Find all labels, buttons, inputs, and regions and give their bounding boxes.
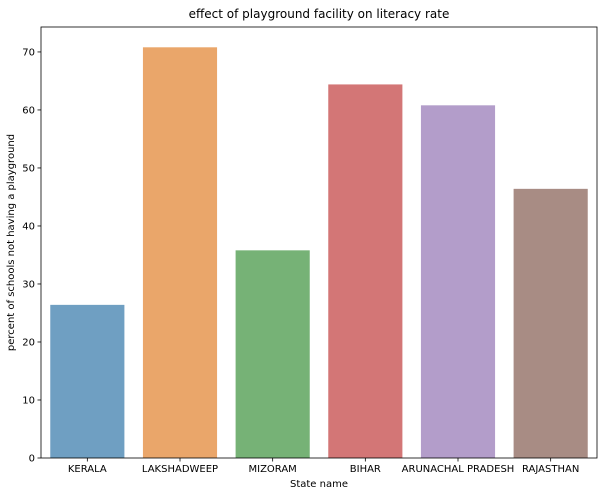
y-tick-label: 40 (22, 221, 35, 232)
y-tick-label: 50 (22, 163, 35, 174)
bar-bihar (328, 84, 403, 459)
y-axis-ticks: 0 10 20 30 40 50 60 70 (22, 47, 41, 465)
x-tick-label: KERALA (68, 464, 107, 475)
y-tick-label: 60 (22, 105, 35, 116)
bar-mizoram (235, 250, 310, 458)
y-tick-label: 0 (29, 454, 35, 465)
bars-group (50, 47, 588, 459)
x-axis-label: State name (290, 479, 348, 490)
axes-frame (40, 26, 598, 459)
y-axis-label: percent of schools not having a playgrou… (6, 134, 17, 351)
x-tick-label: RAJASTHAN (522, 464, 579, 475)
x-tick-label: LAKSHADWEEP (142, 464, 218, 475)
bar-arunachal-pradesh (420, 105, 496, 458)
bar-kerala (50, 304, 125, 458)
bar-lakshadweep (142, 47, 218, 458)
y-tick-label: 30 (22, 279, 35, 290)
y-tick-label: 70 (22, 47, 35, 58)
y-tick-label: 10 (22, 395, 35, 406)
x-tick-label: BIHAR (350, 464, 381, 475)
x-axis-ticks: KERALA LAKSHADWEEP MIZORAM BIHAR ARUNACHAL P… (68, 458, 579, 475)
bar-rajasthan (513, 188, 588, 458)
x-tick-label: MIZORAM (249, 464, 297, 475)
y-tick-label: 20 (22, 337, 35, 348)
chart-title: effect of playground facility on literac… (189, 7, 450, 21)
x-tick-label: ARUNACHAL PRADESH (402, 464, 515, 475)
